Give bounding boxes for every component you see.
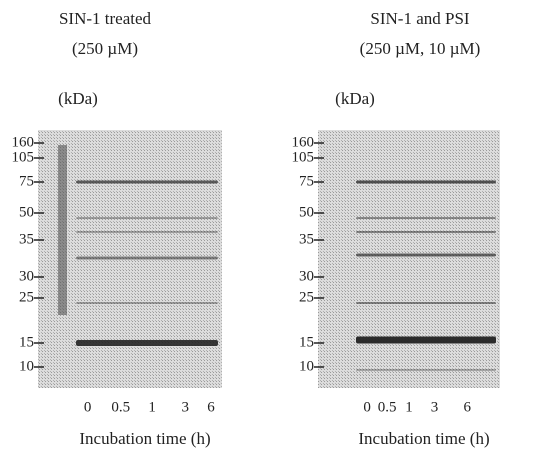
lane-label: 0.5 — [378, 399, 397, 415]
marker-lane — [58, 145, 67, 315]
lane-label: 0.5 — [111, 399, 130, 415]
lane-label: 3 — [181, 399, 189, 415]
marker-label: 15 — [299, 334, 314, 350]
band — [356, 369, 496, 371]
marker-label: 10 — [19, 358, 34, 374]
marker-label: 35 — [19, 231, 34, 247]
band — [356, 336, 496, 344]
x-label: Incubation time (h) — [358, 429, 489, 448]
panel-title: (250 µM) — [72, 39, 138, 58]
band — [76, 302, 218, 304]
marker-label: 105 — [12, 149, 35, 165]
band — [76, 180, 218, 184]
lane-label: 1 — [405, 399, 413, 415]
unit-label: (kDa) — [58, 89, 98, 108]
marker-label: 160 — [12, 134, 35, 150]
band — [356, 231, 496, 233]
marker-label: 30 — [19, 268, 34, 284]
marker-label: 50 — [19, 204, 34, 220]
marker-label: 105 — [292, 149, 315, 165]
marker-label: 25 — [299, 289, 314, 305]
marker-label: 25 — [19, 289, 34, 305]
band — [76, 256, 218, 260]
marker-label: 160 — [292, 134, 315, 150]
marker-label: 50 — [299, 204, 314, 220]
lane-label: 3 — [431, 399, 439, 415]
band — [356, 217, 496, 219]
marker-label: 10 — [299, 358, 314, 374]
marker-label: 75 — [299, 173, 314, 189]
marker-label: 30 — [299, 268, 314, 284]
x-label: Incubation time (h) — [79, 429, 210, 448]
band — [356, 302, 496, 304]
band — [76, 231, 218, 233]
lane-label: 0 — [84, 399, 92, 415]
lane-label: 0 — [363, 399, 371, 415]
marker-label: 15 — [19, 334, 34, 350]
lane-label: 6 — [463, 399, 471, 415]
marker-label: 35 — [299, 231, 314, 247]
band — [76, 340, 218, 346]
band — [356, 253, 496, 257]
lane-label: 1 — [148, 399, 156, 415]
unit-label: (kDa) — [335, 89, 375, 108]
panel-title: SIN-1 and PSI — [370, 9, 470, 28]
gel — [318, 130, 500, 388]
band — [356, 180, 496, 184]
lane-label: 6 — [207, 399, 215, 415]
marker-label: 75 — [19, 173, 34, 189]
panel-title: SIN-1 treated — [59, 9, 152, 28]
panel-title: (250 µM, 10 µM) — [360, 39, 481, 58]
band — [76, 217, 218, 219]
